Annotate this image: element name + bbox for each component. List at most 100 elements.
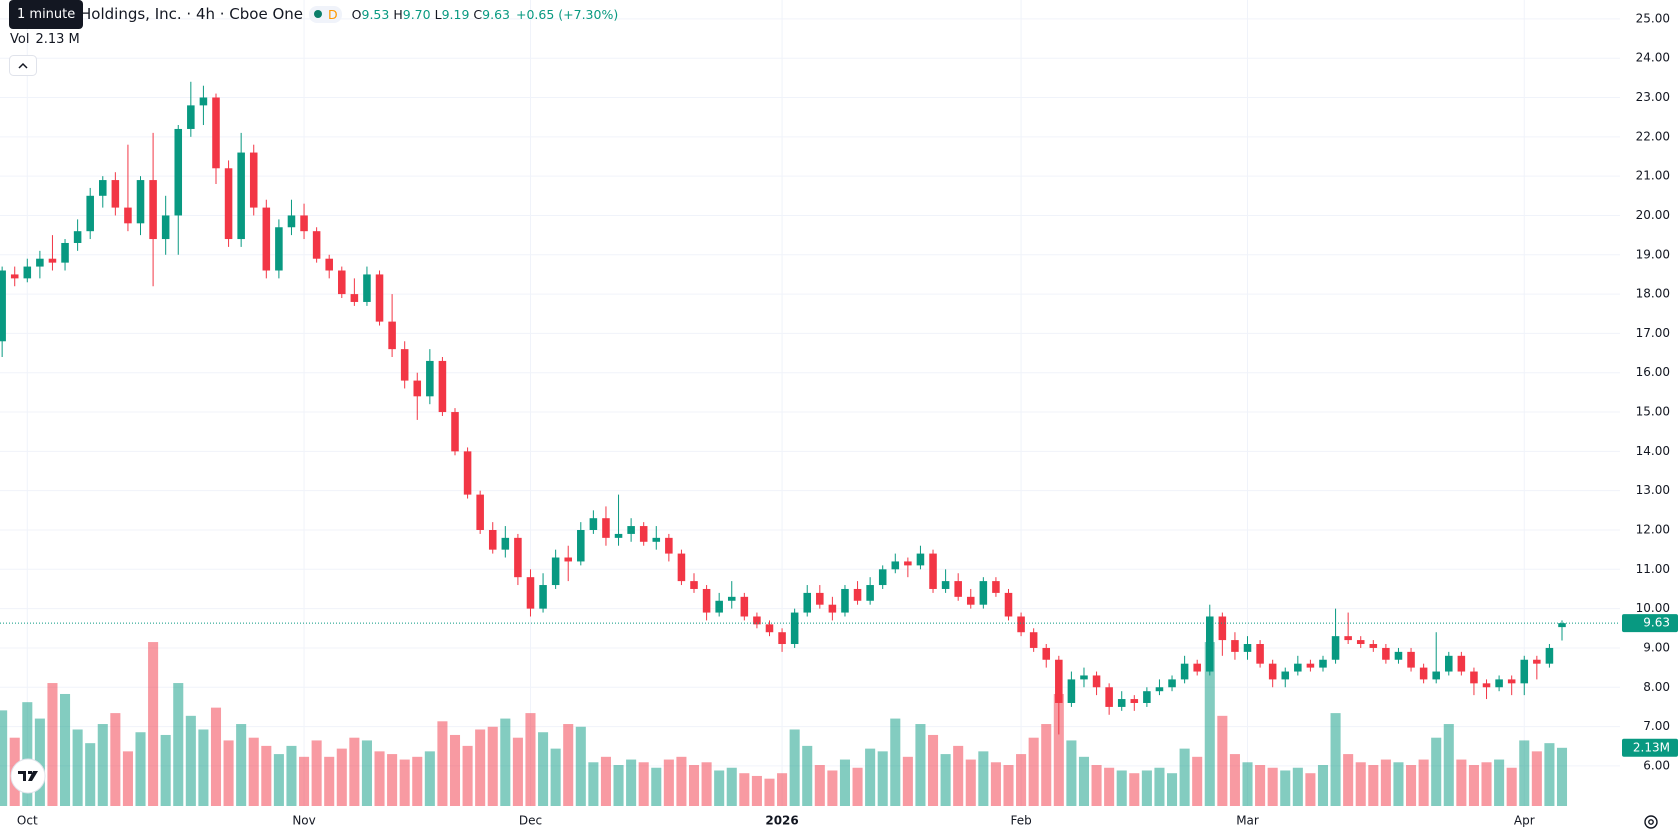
candle-body [1495, 679, 1503, 688]
volume-bar [927, 734, 939, 806]
candle-body [1382, 647, 1390, 660]
volume-bar [1380, 759, 1391, 806]
candle-body [1281, 671, 1290, 680]
volume-bar [1519, 740, 1530, 806]
volume-bar [714, 770, 725, 806]
candle-body [426, 360, 434, 397]
volume-bar [1330, 713, 1341, 806]
candle-body [1180, 663, 1189, 680]
candle-body [627, 526, 635, 534]
volume-bar [1393, 762, 1404, 806]
x-tick-label: Mar [1236, 814, 1259, 828]
volume-bar [374, 751, 385, 806]
candle-body [891, 561, 900, 570]
candle-body [828, 604, 837, 613]
candle-body [1394, 651, 1403, 660]
candle-body [1193, 663, 1201, 672]
legend-header: Holdings, Inc. · 4h · Cboe One D O9.53 H9… [80, 5, 618, 23]
y-tick-label: 24.00 [1636, 51, 1670, 65]
volume-value: 2.13 M [35, 32, 80, 47]
volume-bar [764, 778, 775, 806]
volume-bar [563, 724, 574, 806]
candle-layer [0, 81, 1620, 735]
last-price-tag [1622, 614, 1678, 633]
volume-bar [1154, 767, 1165, 806]
y-tick-label: 15.00 [1636, 405, 1670, 419]
volume-bar [412, 756, 423, 806]
volume-bar [110, 713, 121, 806]
candle-body [853, 588, 862, 601]
volume-bar [575, 726, 586, 806]
y-tick-label: 8.00 [1643, 680, 1670, 694]
volume-bar [135, 732, 146, 806]
volume-bar [1292, 767, 1303, 806]
status-icons[interactable]: D [309, 5, 342, 23]
volume-bar [676, 756, 687, 806]
volume-bar [839, 759, 850, 806]
candle-body [187, 105, 195, 129]
candle-body [501, 537, 510, 550]
candle-body [715, 600, 723, 613]
y-tick-label: 10.00 [1636, 601, 1670, 615]
volume-bar [990, 762, 1001, 806]
candle-body [300, 215, 308, 232]
candle-body [577, 529, 585, 562]
candle-body [1306, 663, 1315, 668]
symbol-title[interactable]: Holdings, Inc. · 4h · Cboe One [80, 5, 304, 23]
volume-tag-label: 2.13M [1633, 740, 1670, 754]
tradingview-logo[interactable] [10, 758, 46, 794]
volume-bar [638, 762, 649, 806]
candle-body [765, 624, 774, 633]
candle-body [400, 349, 409, 381]
y-tick-label: 23.00 [1636, 90, 1670, 104]
candle-body [249, 152, 258, 208]
volume-bar [877, 751, 888, 806]
volume-bar [550, 748, 561, 806]
grid-layer [0, 0, 1620, 806]
candle-body [1507, 679, 1516, 684]
volume-bar [22, 702, 33, 806]
candle-body [1155, 687, 1164, 692]
volume-bar [1556, 747, 1568, 806]
candle-body [463, 451, 472, 495]
volume-bar [902, 756, 913, 806]
candle-body [1004, 592, 1013, 617]
volume-bar [1066, 740, 1077, 806]
volume-bar [248, 737, 259, 806]
volume-bar [1116, 770, 1127, 806]
candle-body [1457, 655, 1466, 672]
candle-body [61, 242, 69, 263]
volume-bar [1506, 767, 1517, 806]
candle-body [338, 270, 346, 295]
y-tick-label: 20.00 [1636, 208, 1670, 222]
settings-icon[interactable] [1642, 813, 1660, 831]
volume-bar [173, 683, 184, 806]
collapse-button[interactable] [9, 55, 37, 76]
candle-body [212, 97, 220, 169]
volume-bar [814, 765, 825, 806]
volume-bar [0, 710, 8, 806]
candle-body [941, 581, 950, 589]
candle-body [1205, 616, 1214, 672]
candle-body [1419, 667, 1428, 680]
candle-body [677, 553, 686, 582]
candle-body [966, 596, 975, 605]
candle-body [161, 215, 170, 240]
candle-body [287, 215, 296, 228]
y-tick-label: 16.00 [1636, 365, 1670, 379]
candle-body [526, 577, 535, 609]
volume-bar [311, 740, 322, 806]
candle-body [790, 612, 799, 645]
candle-body [778, 632, 786, 645]
volume-bar [1179, 748, 1190, 806]
volume-bar [978, 751, 989, 806]
candle-body [702, 588, 711, 613]
candle-body [48, 258, 57, 263]
candle-body [1558, 623, 1566, 628]
volume-bar [1078, 756, 1090, 806]
y-tick-label: 22.00 [1636, 129, 1670, 143]
candle-body [1243, 644, 1252, 652]
volume-bar [1305, 773, 1316, 806]
volume-bar [148, 642, 159, 806]
